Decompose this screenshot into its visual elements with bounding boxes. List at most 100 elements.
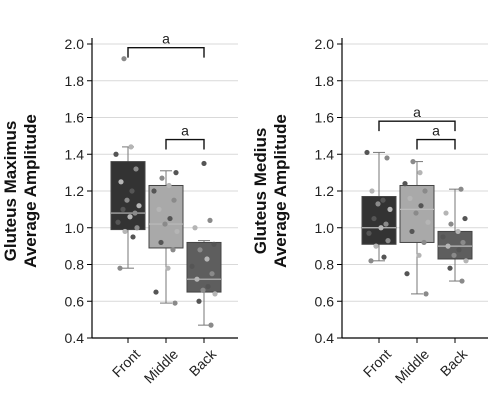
data-point [421, 239, 427, 246]
significance-bracket [165, 138, 205, 150]
y-tick-label: 2.0 [65, 36, 85, 52]
y-tick-label: 1.0 [65, 220, 85, 236]
data-point [423, 291, 429, 297]
data-point [384, 155, 390, 161]
data-point [197, 247, 203, 253]
data-point [380, 197, 386, 203]
data-point [117, 265, 123, 271]
data-point [373, 243, 379, 249]
y-tick-label: 0.4 [315, 330, 335, 346]
data-point [120, 206, 126, 212]
data-point [189, 263, 195, 269]
x-tick-label: Back [186, 345, 220, 379]
data-point [460, 239, 466, 246]
x-tick-label: Back [437, 345, 471, 379]
data-point [194, 276, 200, 282]
data-point [113, 151, 119, 157]
data-point [171, 197, 177, 203]
y-tick-label: 0.8 [65, 257, 85, 273]
data-point [153, 289, 159, 295]
data-point [459, 278, 465, 284]
y-axis-label: Gluteus MediusAverage Amplitude [251, 114, 290, 268]
data-point [413, 210, 419, 216]
data-point [448, 221, 454, 227]
data-point [136, 203, 142, 209]
data-point [381, 254, 387, 260]
y-tick-label: 0.8 [315, 257, 335, 273]
data-point [174, 228, 180, 235]
y-tick-label: 1.6 [315, 110, 335, 126]
x-tick-label: Front [109, 346, 143, 380]
data-point [162, 221, 168, 227]
y-tick-label: 1.4 [315, 146, 335, 162]
y-axis-label: Gluteus MaximusAverage Amplitude [1, 114, 40, 268]
y-tick-label: 1.6 [65, 110, 85, 126]
data-point [207, 217, 213, 223]
data-point [422, 188, 428, 194]
significance-label: a [413, 104, 421, 120]
data-point [387, 206, 393, 212]
data-point [128, 144, 134, 150]
data-point [133, 166, 139, 172]
data-point [122, 228, 128, 235]
data-point [368, 258, 374, 264]
y-tick-label: 0.4 [65, 330, 85, 346]
data-point [409, 228, 415, 235]
y-tick-label: 1.2 [65, 183, 85, 199]
significance-bracket [127, 46, 205, 58]
data-point [402, 181, 408, 187]
significance-bracket [378, 120, 456, 132]
data-point [129, 188, 135, 194]
gluteus-medius-panel: 0.4 0.6 0.8 1.0 1.2 1.4 1.6 1.8 2.0 Gluteus Mediu… [251, 36, 488, 386]
y-tick-label: 1.0 [315, 220, 335, 236]
data-point [211, 241, 217, 247]
data-point [167, 215, 173, 222]
y-axis-label-line: Average Amplitude [21, 114, 40, 268]
data-point [456, 247, 462, 253]
data-point [366, 230, 372, 236]
data-point [447, 265, 453, 271]
data-point [462, 215, 468, 222]
y-tick-label: 1.4 [65, 146, 85, 162]
data-point [196, 298, 202, 304]
data-point [158, 239, 164, 246]
x-tick-label: Front [360, 346, 394, 380]
data-point [375, 201, 381, 207]
x-tick-label: Middle [392, 346, 433, 387]
data-point [383, 221, 389, 227]
data-point [159, 175, 165, 181]
data-point [151, 188, 157, 194]
data-point [121, 56, 127, 62]
data-point [404, 271, 410, 277]
data-point [124, 197, 130, 203]
y-tick-label: 0.6 [315, 293, 335, 309]
data-point [132, 210, 138, 216]
data-point [201, 160, 207, 167]
data-point [204, 256, 210, 262]
y-tick-label: 1.8 [315, 73, 335, 89]
data-point [371, 215, 377, 222]
data-point [385, 238, 391, 244]
data-point [170, 247, 176, 253]
data-point [451, 252, 457, 258]
data-point [208, 322, 214, 328]
data-point [156, 206, 162, 212]
y-tick-label: 2.0 [315, 36, 335, 52]
data-point [458, 186, 464, 192]
y-tick-label: 1.8 [65, 73, 85, 89]
significance-label: a [432, 123, 440, 139]
data-point [166, 182, 172, 189]
data-point [455, 228, 461, 235]
data-point [425, 219, 431, 225]
data-point [172, 300, 178, 306]
data-point [440, 234, 446, 240]
data-point [417, 170, 423, 176]
data-point [115, 219, 121, 225]
data-point [378, 225, 384, 231]
y-axis-label-line: Gluteus Medius [251, 128, 270, 255]
data-point [416, 252, 422, 258]
data-point [205, 283, 211, 290]
x-tick-label: Middle [141, 346, 182, 387]
data-point [463, 258, 469, 264]
data-point [212, 291, 218, 297]
